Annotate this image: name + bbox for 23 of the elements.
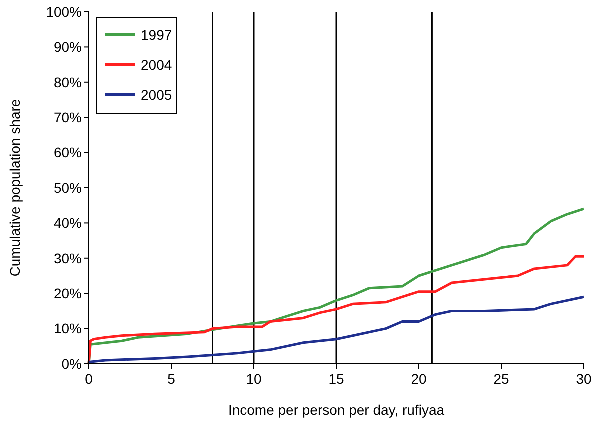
legend-label: 2004 — [141, 56, 172, 73]
legend-label: 1997 — [141, 26, 172, 43]
x-tick-label: 15 — [328, 371, 344, 387]
x-tick-label: 20 — [411, 371, 427, 387]
x-tick-label: 0 — [85, 371, 94, 387]
y-tick-label: 0% — [62, 356, 82, 372]
y-tick-label: 70% — [54, 110, 82, 126]
x-axis-title: Income per person per day, rufiyaa — [228, 402, 445, 418]
y-tick-label: 50% — [54, 180, 82, 196]
legend-label: 2005 — [141, 86, 172, 103]
y-tick-label: 100% — [46, 4, 82, 20]
y-tick-label: 40% — [54, 215, 82, 232]
y-axis-title: Cumulative population share — [7, 99, 23, 277]
y-tick-label: 30% — [54, 250, 82, 266]
y-tick-label: 80% — [54, 74, 82, 90]
y-tick-label: 10% — [54, 320, 82, 337]
y-tick-label: 60% — [54, 144, 82, 161]
x-tick-label: 10 — [246, 371, 262, 387]
y-tick-label: 20% — [54, 286, 82, 302]
x-tick-label: 5 — [168, 371, 176, 387]
x-tick-label: 25 — [494, 371, 510, 387]
x-tick-label: 30 — [576, 371, 592, 387]
y-tick-label: 90% — [54, 39, 82, 56]
